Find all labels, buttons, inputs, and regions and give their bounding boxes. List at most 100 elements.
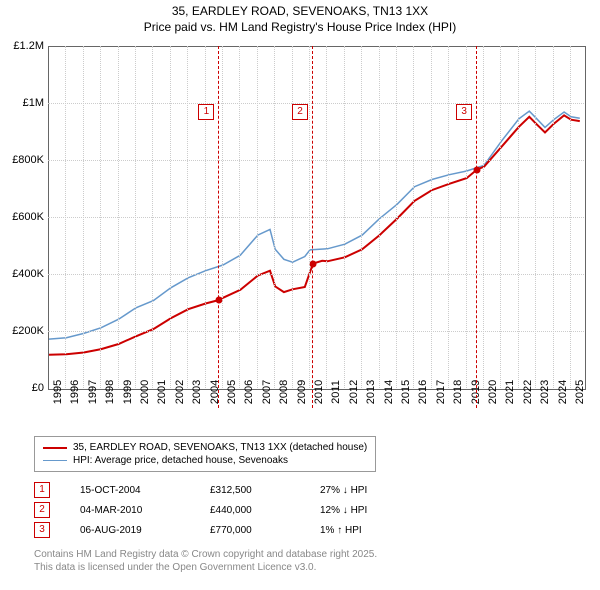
- transaction-row: 1 15-OCT-2004£312,50027% ↓ HPI: [34, 480, 410, 500]
- gridline-h: [48, 160, 584, 161]
- x-axis-label: 2023: [539, 380, 551, 404]
- gridline-v: [553, 46, 554, 388]
- x-axis-label: 2011: [330, 380, 342, 404]
- transaction-row: 2 04-MAR-2010£440,00012% ↓ HPI: [34, 500, 410, 520]
- title-block: 35, EARDLEY ROAD, SEVENOAKS, TN13 1XX Pr…: [0, 0, 600, 35]
- x-axis-label: 2015: [400, 380, 412, 404]
- x-axis-label: 2013: [365, 380, 377, 404]
- gridline-v: [535, 46, 536, 388]
- transaction-price: £770,000: [210, 525, 320, 536]
- transaction-index-box: 3: [34, 522, 50, 538]
- x-axis-label: 2010: [313, 380, 325, 404]
- transaction-dot: [309, 260, 316, 267]
- x-axis-label: 2000: [139, 380, 151, 404]
- y-axis-label: £800K: [4, 154, 44, 166]
- gridline-v: [152, 46, 153, 388]
- transaction-row: 306-AUG-2019£770,0001% ↑ HPI: [34, 520, 410, 540]
- title-line-2: Price paid vs. HM Land Registry's House …: [0, 20, 600, 36]
- transaction-index-box: 1: [34, 482, 50, 498]
- transaction-dot: [474, 166, 481, 173]
- y-axis-label: £600K: [4, 211, 44, 223]
- title-line-1: 35, EARDLEY ROAD, SEVENOAKS, TN13 1XX: [0, 4, 600, 20]
- x-axis-label: 2005: [226, 380, 238, 404]
- gridline-v: [222, 46, 223, 388]
- transactions-table: 1 15-OCT-2004£312,50027% ↓ HPI 2 04-MAR-201…: [34, 480, 410, 540]
- gridline-v: [448, 46, 449, 388]
- x-axis-label: 2025: [574, 380, 586, 404]
- marker-box: 2: [292, 104, 308, 120]
- gridline-v: [100, 46, 101, 388]
- marker-box: 1: [198, 104, 214, 120]
- transaction-price: £312,500: [210, 485, 320, 496]
- transaction-date: 04-MAR-2010: [80, 505, 210, 516]
- gridline-h: [48, 331, 584, 332]
- gridline-v: [326, 46, 327, 388]
- gridline-v: [309, 46, 310, 388]
- x-axis-label: 2007: [261, 380, 273, 404]
- legend: 35, EARDLEY ROAD, SEVENOAKS, TN13 1XX (d…: [34, 436, 376, 472]
- legend-label: 35, EARDLEY ROAD, SEVENOAKS, TN13 1XX (d…: [73, 442, 367, 453]
- y-axis-label: £400K: [4, 268, 44, 280]
- gridline-v: [413, 46, 414, 388]
- x-axis-label: 2008: [278, 380, 290, 404]
- gridline-v: [500, 46, 501, 388]
- footer-line-2: This data is licensed under the Open Gov…: [34, 561, 377, 574]
- chart-container: 35, EARDLEY ROAD, SEVENOAKS, TN13 1XX Pr…: [0, 0, 600, 590]
- gridline-v: [431, 46, 432, 388]
- x-axis-label: 1995: [52, 380, 64, 404]
- transaction-date: 15-OCT-2004: [80, 485, 210, 496]
- y-axis-label: £1M: [4, 97, 44, 109]
- x-axis-label: 2003: [191, 380, 203, 404]
- chart-svg: [49, 47, 585, 389]
- gridline-v: [118, 46, 119, 388]
- x-axis-label: 2018: [452, 380, 464, 404]
- gridline-h: [48, 103, 584, 104]
- gridline-h: [48, 217, 584, 218]
- x-axis-label: 1997: [87, 380, 99, 404]
- gridline-v: [239, 46, 240, 388]
- marker-line: [476, 46, 477, 408]
- x-axis-label: 2014: [383, 380, 395, 404]
- y-axis-label: £1.2M: [4, 40, 44, 52]
- transaction-price: £440,000: [210, 505, 320, 516]
- y-axis-label: £0: [4, 382, 44, 394]
- gridline-v: [483, 46, 484, 388]
- transaction-diff: 12% ↓ HPI: [320, 505, 410, 516]
- marker-line: [218, 46, 219, 408]
- transaction-index-box: 2: [34, 502, 50, 518]
- x-axis-label: 2024: [557, 380, 569, 404]
- x-axis-label: 2022: [522, 380, 534, 404]
- x-axis-label: 2020: [487, 380, 499, 404]
- gridline-h: [48, 274, 584, 275]
- footer: Contains HM Land Registry data © Crown c…: [34, 548, 377, 574]
- chart-plot-area: [48, 46, 586, 390]
- marker-line: [312, 46, 313, 408]
- transaction-diff: 1% ↑ HPI: [320, 525, 410, 536]
- x-axis-label: 2002: [174, 380, 186, 404]
- gridline-v: [361, 46, 362, 388]
- gridline-v: [379, 46, 380, 388]
- gridline-v: [292, 46, 293, 388]
- x-axis-label: 2021: [504, 380, 516, 404]
- x-axis-label: 2016: [417, 380, 429, 404]
- gridline-v: [205, 46, 206, 388]
- gridline-v: [570, 46, 571, 388]
- gridline-v: [65, 46, 66, 388]
- legend-row: 35, EARDLEY ROAD, SEVENOAKS, TN13 1XX (d…: [43, 441, 367, 454]
- x-axis-label: 2017: [435, 380, 447, 404]
- gridline-v: [257, 46, 258, 388]
- gridline-v: [274, 46, 275, 388]
- footer-line-1: Contains HM Land Registry data © Crown c…: [34, 548, 377, 561]
- x-axis-label: 2006: [243, 380, 255, 404]
- x-axis-label: 1998: [104, 380, 116, 404]
- gridline-v: [344, 46, 345, 388]
- transaction-diff: 27% ↓ HPI: [320, 485, 410, 496]
- gridline-v: [396, 46, 397, 388]
- x-axis-label: 2001: [156, 380, 168, 404]
- x-axis-label: 1996: [69, 380, 81, 404]
- gridline-v: [466, 46, 467, 388]
- gridline-v: [518, 46, 519, 388]
- gridline-v: [170, 46, 171, 388]
- x-axis-label: 2009: [296, 380, 308, 404]
- x-axis-label: 2012: [348, 380, 360, 404]
